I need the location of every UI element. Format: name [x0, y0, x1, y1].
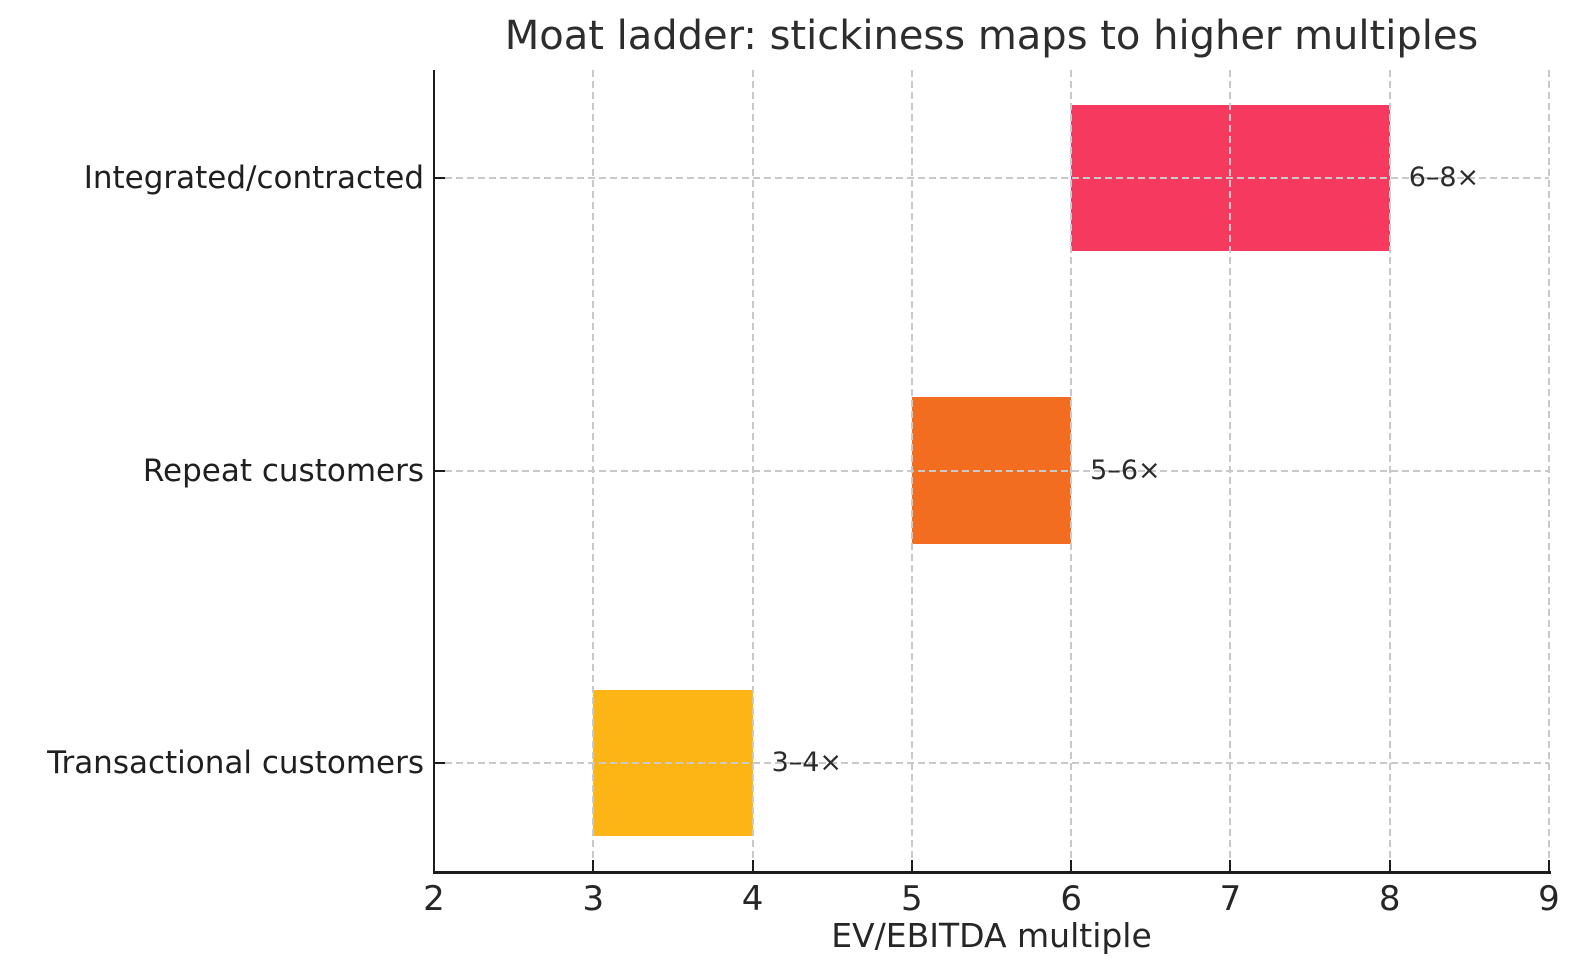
x-tick-label: 6	[1060, 879, 1082, 919]
x-tick-label: 9	[1538, 879, 1560, 919]
x-tick-label: 7	[1219, 879, 1242, 919]
bar-annotation: 5–6×	[1090, 454, 1161, 486]
horizontal-gridline	[434, 469, 1549, 472]
y-tick	[434, 177, 445, 180]
x-tick	[910, 860, 913, 871]
y-tick	[434, 469, 445, 472]
chart-title: Moat ladder: stickiness maps to higher m…	[504, 13, 1479, 59]
bar-annotation: 6–8×	[1408, 162, 1480, 194]
x-tick	[1070, 860, 1073, 871]
x-tick	[1229, 860, 1232, 871]
x-tick-label: 4	[741, 879, 764, 919]
x-tick	[1548, 860, 1550, 871]
category-label: Transactional customers	[47, 744, 424, 781]
x-tick	[751, 860, 754, 871]
x-tick-label: 2	[423, 879, 445, 919]
x-tick	[433, 860, 435, 871]
x-axis-spine	[432, 871, 1552, 874]
x-tick	[592, 860, 595, 871]
x-tick-label: 8	[1378, 879, 1401, 919]
horizontal-gridline	[434, 177, 1549, 180]
horizontal-gridline	[434, 761, 1549, 764]
x-tick-label: 3	[582, 879, 605, 919]
x-tick	[1388, 860, 1391, 871]
vertical-gridline	[1548, 70, 1550, 871]
x-axis-title: EV/EBITDA multiple	[831, 916, 1152, 955]
y-tick	[434, 761, 445, 764]
y-axis-spine	[432, 70, 436, 874]
bar-annotation: 3–4×	[771, 746, 843, 778]
category-label: Integrated/contracted	[83, 160, 424, 197]
x-tick-label: 5	[901, 879, 923, 919]
category-label: Repeat customers	[142, 452, 424, 489]
